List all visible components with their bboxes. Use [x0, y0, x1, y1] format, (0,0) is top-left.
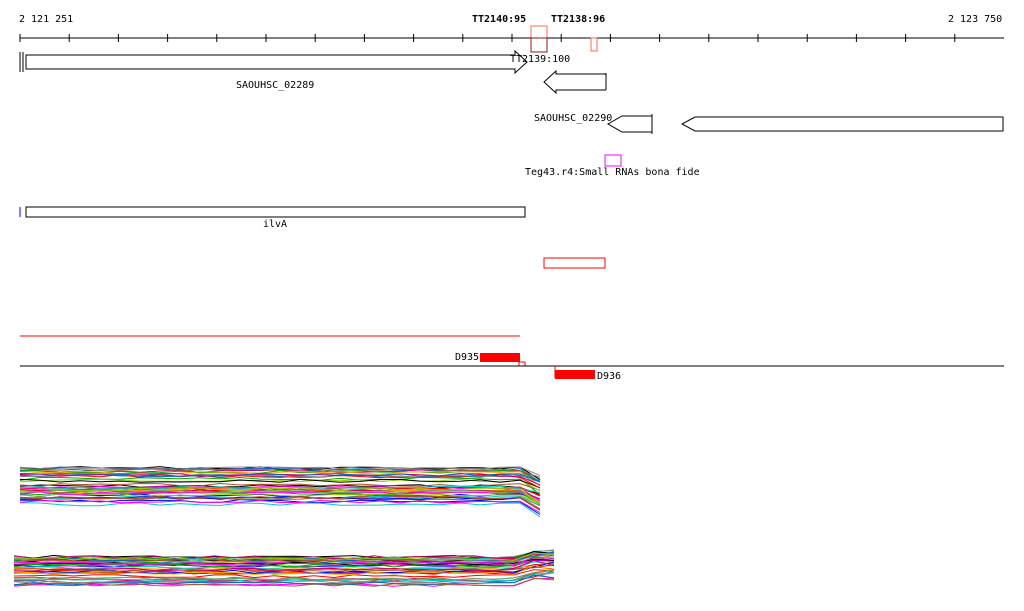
expression-line: [19, 496, 541, 511]
expression-line: [19, 493, 541, 505]
expression-line: [13, 559, 555, 572]
expression-plot-1: [19, 466, 541, 518]
small-red-box[interactable]: [518, 361, 526, 367]
expression-line: [13, 569, 555, 579]
expression-line: [13, 556, 555, 568]
expression-line: [13, 569, 555, 581]
srna-label: Teg43.r4:Small RNAs bona fide: [525, 167, 700, 178]
red-box-feature[interactable]: [543, 257, 606, 269]
expression-line: [19, 476, 541, 495]
d935-label: D935: [455, 352, 480, 363]
gene-right[interactable]: [680, 116, 1004, 132]
expression-line: [13, 577, 555, 587]
d935-bar[interactable]: [480, 353, 520, 362]
expression-line: [19, 482, 541, 491]
expression-line: [19, 495, 541, 511]
gene-saouhsc-02290[interactable]: [606, 114, 653, 134]
marker-label-b: TT2138:96: [551, 14, 606, 25]
expression-line: [13, 561, 555, 570]
gene-arrow-reverse[interactable]: [543, 69, 607, 95]
d936-bar[interactable]: [555, 370, 595, 379]
expression-line: [19, 478, 541, 492]
expression-line: [19, 472, 541, 482]
srna-feature[interactable]: [604, 154, 622, 167]
expression-line: [19, 491, 541, 500]
gene-saouhsc-02289[interactable]: [25, 49, 528, 75]
expression-line: [19, 470, 541, 487]
expression-line: [19, 502, 541, 518]
expression-line: [20, 485, 541, 502]
tt2140-marker[interactable]: [530, 25, 548, 53]
expression-line: [13, 574, 555, 586]
expression-line: [13, 564, 555, 576]
tt2139-label: TT2139:100: [510, 54, 571, 65]
expression-line: [19, 474, 541, 489]
ilva-feature[interactable]: [25, 206, 526, 218]
expression-line: [13, 557, 555, 566]
expression-line: [13, 553, 555, 564]
d936-label: D936: [597, 371, 622, 382]
small-marker[interactable]: [590, 37, 598, 52]
ilva-label: ilvA: [263, 219, 288, 230]
marker-label-a: TT2140:95: [472, 14, 527, 25]
gene1-label: SAOUHSC_02289: [236, 80, 315, 91]
expression-plot-2: [13, 549, 555, 587]
gene2-label: SAOUHSC_02290: [534, 113, 613, 124]
tt2138-marker[interactable]: [530, 37, 548, 53]
expression-line: [13, 552, 555, 561]
expression-line: [19, 478, 541, 489]
expression-line: [19, 487, 541, 504]
ruler-start: 2 121 251: [19, 14, 74, 25]
expression-line: [19, 499, 541, 514]
expression-line: [13, 565, 555, 575]
expression-line: [19, 496, 541, 510]
ruler-end: 2 123 750: [948, 14, 1003, 25]
expression-line: [19, 466, 541, 476]
